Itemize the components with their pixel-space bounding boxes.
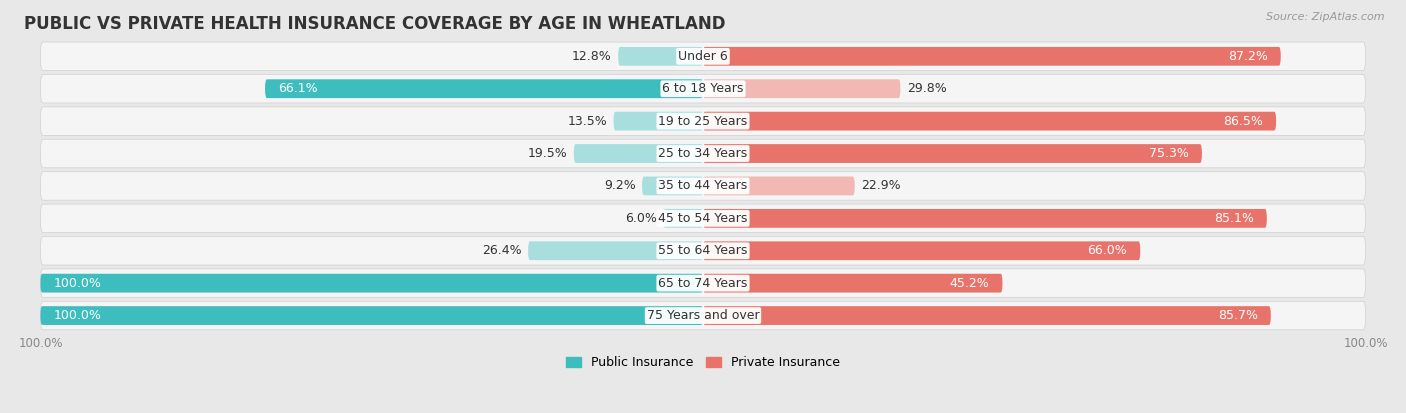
FancyBboxPatch shape [41,172,1365,200]
Text: 66.1%: 66.1% [278,82,318,95]
FancyBboxPatch shape [574,144,703,163]
Text: 100.0%: 100.0% [53,277,101,290]
Text: 26.4%: 26.4% [482,244,522,257]
FancyBboxPatch shape [41,204,1365,233]
Text: 9.2%: 9.2% [603,179,636,192]
Text: 55 to 64 Years: 55 to 64 Years [658,244,748,257]
Text: 13.5%: 13.5% [568,115,607,128]
Text: 6 to 18 Years: 6 to 18 Years [662,82,744,95]
Text: 19.5%: 19.5% [527,147,568,160]
FancyBboxPatch shape [41,269,1365,297]
Text: 45.2%: 45.2% [950,277,990,290]
Text: 100.0%: 100.0% [53,309,101,322]
Text: 66.0%: 66.0% [1088,244,1128,257]
FancyBboxPatch shape [703,306,1271,325]
FancyBboxPatch shape [703,79,900,98]
Text: PUBLIC VS PRIVATE HEALTH INSURANCE COVERAGE BY AGE IN WHEATLAND: PUBLIC VS PRIVATE HEALTH INSURANCE COVER… [24,15,725,33]
Text: 75 Years and over: 75 Years and over [647,309,759,322]
FancyBboxPatch shape [41,74,1365,103]
FancyBboxPatch shape [643,176,703,195]
FancyBboxPatch shape [41,139,1365,168]
FancyBboxPatch shape [529,241,703,260]
FancyBboxPatch shape [703,47,1281,66]
FancyBboxPatch shape [703,144,1202,163]
Text: 87.2%: 87.2% [1227,50,1268,63]
Text: 6.0%: 6.0% [624,212,657,225]
FancyBboxPatch shape [41,306,703,325]
FancyBboxPatch shape [664,209,703,228]
FancyBboxPatch shape [266,79,703,98]
Text: 19 to 25 Years: 19 to 25 Years [658,115,748,128]
FancyBboxPatch shape [703,274,1002,292]
FancyBboxPatch shape [41,301,1365,330]
FancyBboxPatch shape [41,42,1365,71]
Text: Under 6: Under 6 [678,50,728,63]
FancyBboxPatch shape [703,209,1267,228]
Text: 86.5%: 86.5% [1223,115,1263,128]
Text: 29.8%: 29.8% [907,82,946,95]
FancyBboxPatch shape [41,237,1365,265]
FancyBboxPatch shape [613,112,703,131]
Text: 75.3%: 75.3% [1149,147,1189,160]
Text: 22.9%: 22.9% [862,179,901,192]
FancyBboxPatch shape [703,241,1140,260]
Text: 85.1%: 85.1% [1213,212,1254,225]
Text: 25 to 34 Years: 25 to 34 Years [658,147,748,160]
Text: 45 to 54 Years: 45 to 54 Years [658,212,748,225]
Text: 12.8%: 12.8% [572,50,612,63]
FancyBboxPatch shape [41,107,1365,135]
FancyBboxPatch shape [703,176,855,195]
Text: 65 to 74 Years: 65 to 74 Years [658,277,748,290]
Legend: Public Insurance, Private Insurance: Public Insurance, Private Insurance [567,356,839,369]
FancyBboxPatch shape [619,47,703,66]
FancyBboxPatch shape [41,274,703,292]
FancyBboxPatch shape [703,112,1277,131]
Text: 85.7%: 85.7% [1218,309,1258,322]
Text: Source: ZipAtlas.com: Source: ZipAtlas.com [1267,12,1385,22]
Text: 35 to 44 Years: 35 to 44 Years [658,179,748,192]
